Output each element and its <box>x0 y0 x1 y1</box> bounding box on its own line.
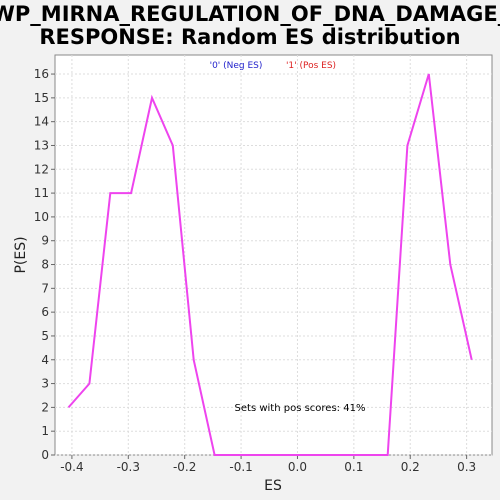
y-tick-label: 16 <box>34 67 49 81</box>
y-axis-label: P(ES) <box>13 236 29 273</box>
y-tick-label: 11 <box>34 186 49 200</box>
x-tick-label: -0.1 <box>229 460 252 474</box>
y-tick-label: 13 <box>34 138 49 152</box>
x-tick-label: -0.2 <box>173 460 196 474</box>
y-tick-label: 15 <box>34 91 49 105</box>
chart-title-line-2: RESPONSE: Random ES distribution <box>39 25 460 49</box>
y-tick-label: 1 <box>41 424 49 438</box>
y-tick-label: 0 <box>41 448 49 462</box>
x-tick-label: 0.0 <box>288 460 307 474</box>
x-tick-label: 0.1 <box>344 460 363 474</box>
y-tick-label: 4 <box>41 353 49 367</box>
legend-entry-neg: '0' (Neg ES) <box>210 61 263 71</box>
plot-area <box>54 54 493 456</box>
legend-entry-pos: '1' (Pos ES) <box>286 61 336 71</box>
y-tick-label: 7 <box>41 281 49 295</box>
series-layer <box>67 73 473 456</box>
y-tick-label: 12 <box>34 162 49 176</box>
x-tick-label: -0.3 <box>117 460 140 474</box>
annotation-pos-scores: Sets with pos scores: 41% <box>235 403 366 414</box>
y-tick-label: 9 <box>41 234 49 248</box>
y-tick-label: 6 <box>41 305 49 319</box>
x-tick-label: 0.3 <box>457 460 476 474</box>
grid <box>55 55 492 456</box>
y-tick-label: 3 <box>41 377 49 391</box>
x-tick-label: -0.4 <box>60 460 83 474</box>
series-line <box>67 73 473 456</box>
y-tick-label: 2 <box>41 400 49 414</box>
x-axis-label: ES <box>264 478 282 494</box>
x-tick-label: 0.2 <box>401 460 420 474</box>
chart-title-line-1: WP_MIRNA_REGULATION_OF_DNA_DAMAGE_ <box>0 2 500 26</box>
y-tick-label: 10 <box>34 210 49 224</box>
y-tick-label: 14 <box>34 115 49 129</box>
y-tick-label: 8 <box>41 258 49 272</box>
y-tick-label: 5 <box>41 329 49 343</box>
